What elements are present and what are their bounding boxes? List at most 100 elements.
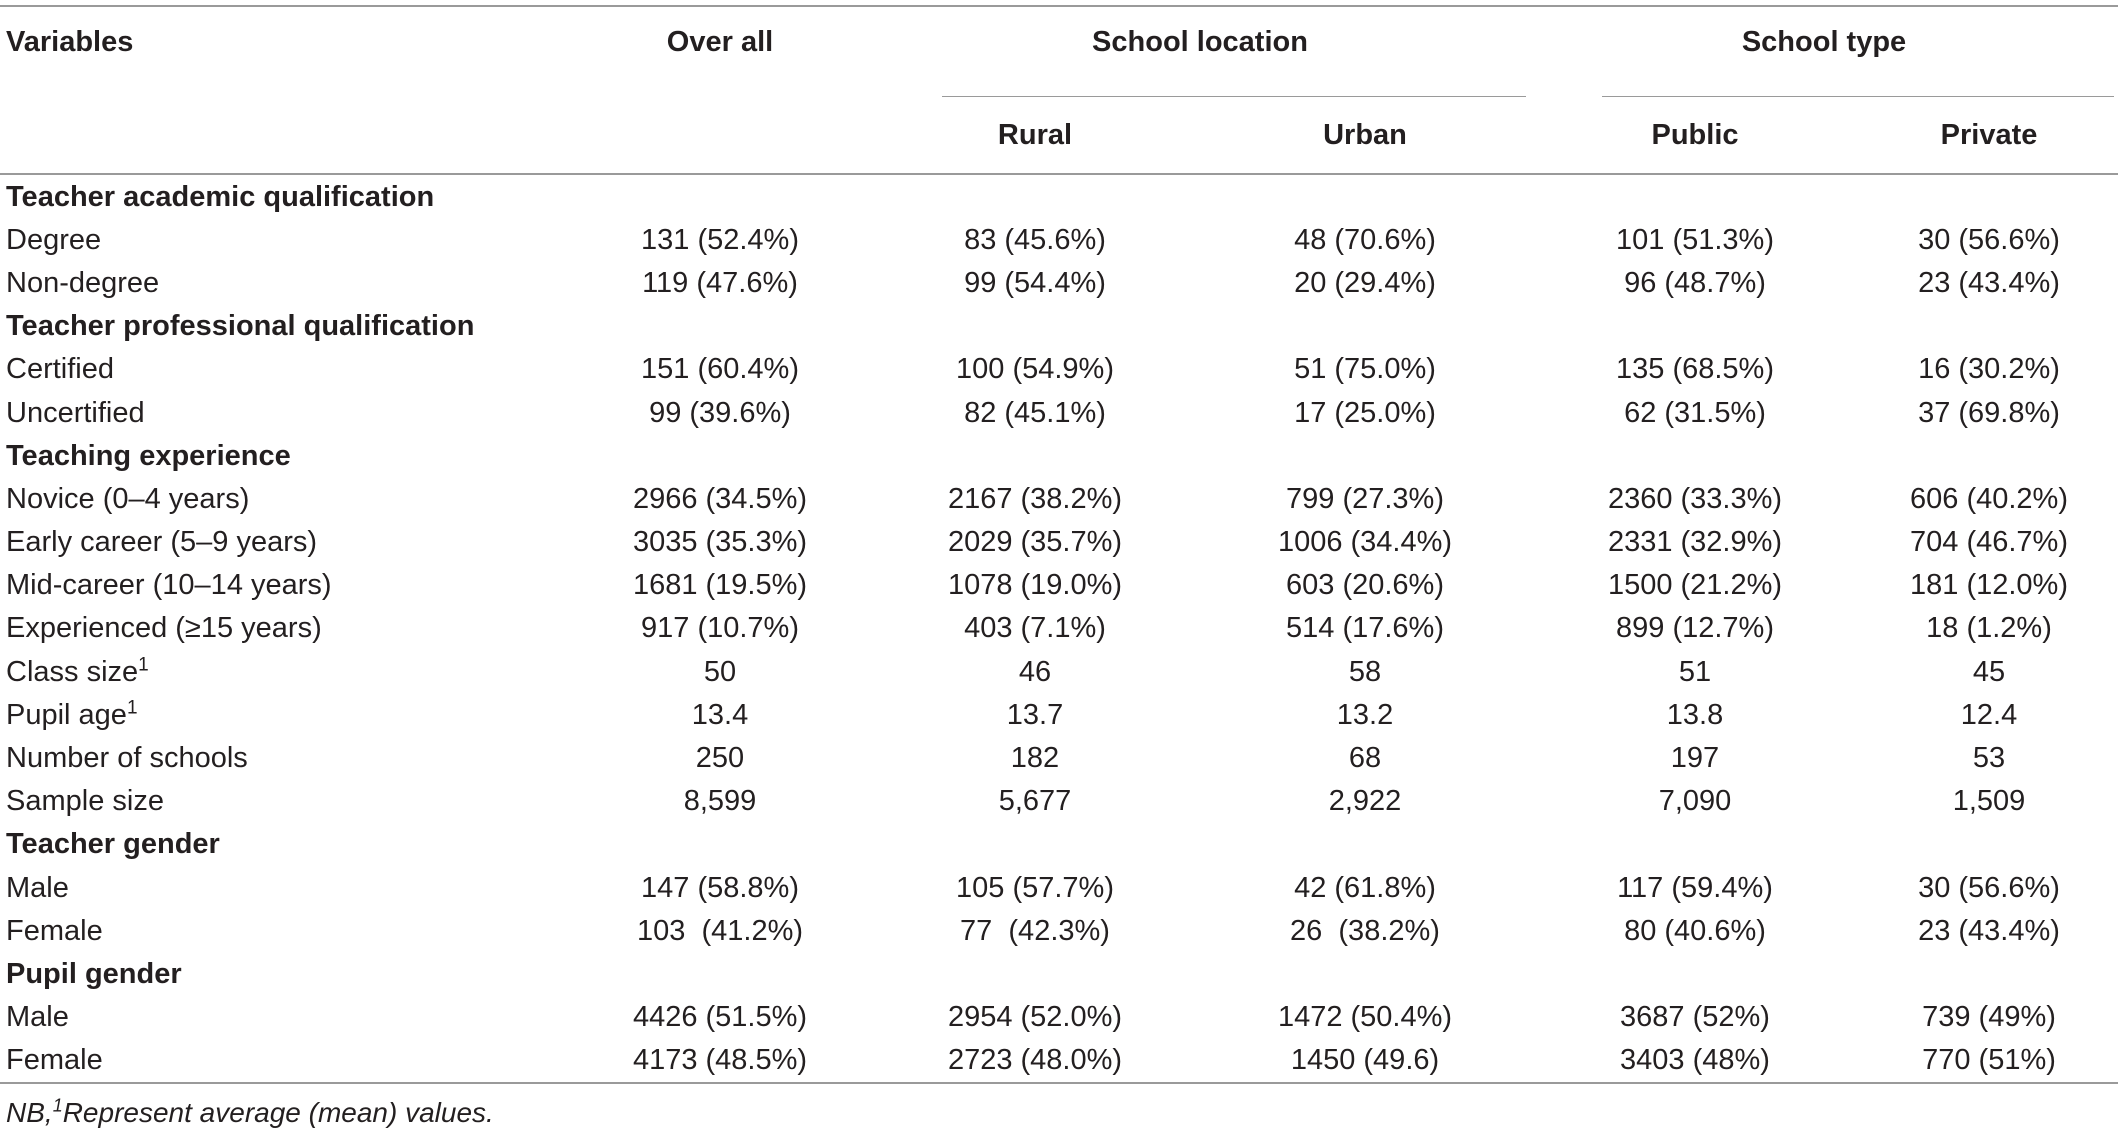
table-cell: 119 (47.6%) [642, 266, 798, 299]
table-cell: 30 (56.6%) [1918, 223, 2060, 256]
table-row: Early career (5–9 years) 3035 (35.3%) 2029… [0, 521, 2118, 564]
table-cell [1200, 952, 1530, 995]
data-table: Variables Over all School location Schoo… [0, 5, 2118, 1084]
row-label: Teacher gender [0, 823, 570, 866]
header-school-location: School location [870, 6, 1530, 97]
table-cell: 51 (75.0%) [1294, 353, 1436, 386]
table-cell: 68 [1348, 742, 1382, 775]
row-label: Novice (0–4 years) [0, 477, 570, 520]
row-label-text: Teacher academic qualification [6, 180, 435, 213]
row-label: Female [0, 1039, 570, 1083]
table-cell [570, 174, 870, 218]
row-label: Pupil age1 [0, 693, 570, 736]
table-cell [570, 952, 870, 995]
table-cell: 2360 (33.3%) [1607, 482, 1783, 515]
table-cell: 20 (29.4%) [1294, 266, 1436, 299]
table-cell: 3687 (52%) [1620, 1001, 1770, 1034]
table-cell [570, 305, 870, 348]
table-row: Male 4426 (51.5%) 2954 (52.0%) 1472 (50.4%)… [0, 996, 2118, 1039]
row-label: Early career (5–9 years) [0, 521, 570, 564]
table-row: Class size1 50 46 58 51 45 [0, 650, 2118, 693]
row-label: Certified [0, 348, 570, 391]
row-label-text: Degree [6, 223, 102, 256]
row-label: Degree [0, 218, 570, 261]
table-cell: 45 [1972, 655, 2006, 688]
table-cell: 96 (48.7%) [1624, 266, 1766, 299]
table-cell: 99 (39.6%) [649, 396, 791, 429]
table-cell [1530, 952, 1860, 995]
table-cell: 3403 (48%) [1620, 1044, 1770, 1077]
table-cell: 2954 (52.0%) [947, 1001, 1123, 1034]
table-cell [570, 823, 870, 866]
table-cell: 77 (42.3%) [960, 914, 1110, 947]
section-header-row: Pupil gender [0, 952, 2118, 995]
table-cell: 16 (30.2%) [1918, 353, 2060, 386]
table-footnote: NB,1Represent average (mean) values. [6, 1095, 494, 1128]
section-header-row: Teacher professional qualification [0, 305, 2118, 348]
row-label: Female [0, 909, 570, 952]
table-cell: 1472 (50.4%) [1277, 1001, 1453, 1034]
table-cell [1860, 823, 2118, 866]
table-cell: 2167 (38.2%) [947, 482, 1123, 515]
table-cell [1860, 174, 2118, 218]
row-label-text: Number of schools [6, 742, 248, 775]
table-row: Sample size 8,599 5,677 2,922 7,090 1,509 [0, 780, 2118, 823]
row-label: Class size1 [0, 650, 570, 693]
table-cell: 606 (40.2%) [1910, 482, 2068, 515]
row-label-text: Pupil gender [6, 957, 182, 990]
table-cell [870, 434, 1200, 477]
row-label-text: Teacher gender [6, 828, 220, 861]
table-cell: 117 (59.4%) [1617, 871, 1773, 904]
table-cell [1530, 305, 1860, 348]
table-row: Pupil age1 13.4 13.7 13.2 13.8 12.4 [0, 693, 2118, 736]
table-cell: 917 (10.7%) [641, 612, 799, 645]
footnote-prefix: NB, [6, 1097, 53, 1128]
table-cell: 105 (57.7%) [956, 871, 1114, 904]
table-cell [570, 434, 870, 477]
table-body: Teacher academic qualification Degree 131 … [0, 174, 2118, 1083]
table-cell: 2,922 [1328, 785, 1402, 818]
table-cell: 5,677 [998, 785, 1072, 818]
table-cell: 42 (61.8%) [1294, 871, 1436, 904]
row-label-text: Mid-career (10–14 years) [6, 569, 332, 602]
table-cell: 83 (45.6%) [964, 223, 1106, 256]
table-cell [1530, 434, 1860, 477]
row-label: Number of schools [0, 736, 570, 779]
table-cell: 2966 (34.5%) [632, 482, 808, 515]
table-cell [1860, 952, 2118, 995]
footnote-marker: 1 [52, 1095, 63, 1116]
footnote-marker: 1 [138, 654, 149, 675]
table-cell [1530, 823, 1860, 866]
row-label-text: Female [6, 914, 103, 947]
header-urban: Urban [1323, 119, 1407, 151]
row-label: Teacher professional qualification [0, 305, 570, 348]
table-cell [1860, 305, 2118, 348]
table-header: Variables Over all School location Schoo… [0, 6, 2118, 174]
table-cell: 37 (69.8%) [1918, 396, 2060, 429]
row-label: Male [0, 996, 570, 1039]
table-cell: 53 [1972, 742, 2006, 775]
table-cell: 30 (56.6%) [1918, 871, 2060, 904]
table-cell: 80 (40.6%) [1624, 914, 1766, 947]
table-cell [870, 823, 1200, 866]
row-label: Experienced (≥15 years) [0, 607, 570, 650]
table-cell: 101 (51.3%) [1616, 223, 1774, 256]
header-school-type-label: School type [1741, 26, 1907, 58]
row-label: Male [0, 866, 570, 909]
row-label: Non-degree [0, 261, 570, 304]
table-cell: 26 (38.2%) [1290, 914, 1440, 947]
table-row: Certified 151 (60.4%) 100 (54.9%) 51 (75.0%… [0, 348, 2118, 391]
table-cell: 2331 (32.9%) [1607, 526, 1783, 559]
row-label-text: Teaching experience [6, 439, 291, 472]
table-cell: 23 (43.4%) [1918, 914, 2060, 947]
table-cell: 50 [703, 655, 737, 688]
table-cell [870, 952, 1200, 995]
table-cell [1200, 305, 1530, 348]
header-rural: Rural [997, 119, 1073, 151]
table-cell: 48 (70.6%) [1294, 223, 1436, 256]
table-cell: 181 (12.0%) [1910, 569, 2068, 602]
table-cell: 739 (49%) [1922, 1001, 2056, 1034]
table-cell [870, 174, 1200, 218]
table-row: Degree 131 (52.4%) 83 (45.6%) 48 (70.6%) 101… [0, 218, 2118, 261]
